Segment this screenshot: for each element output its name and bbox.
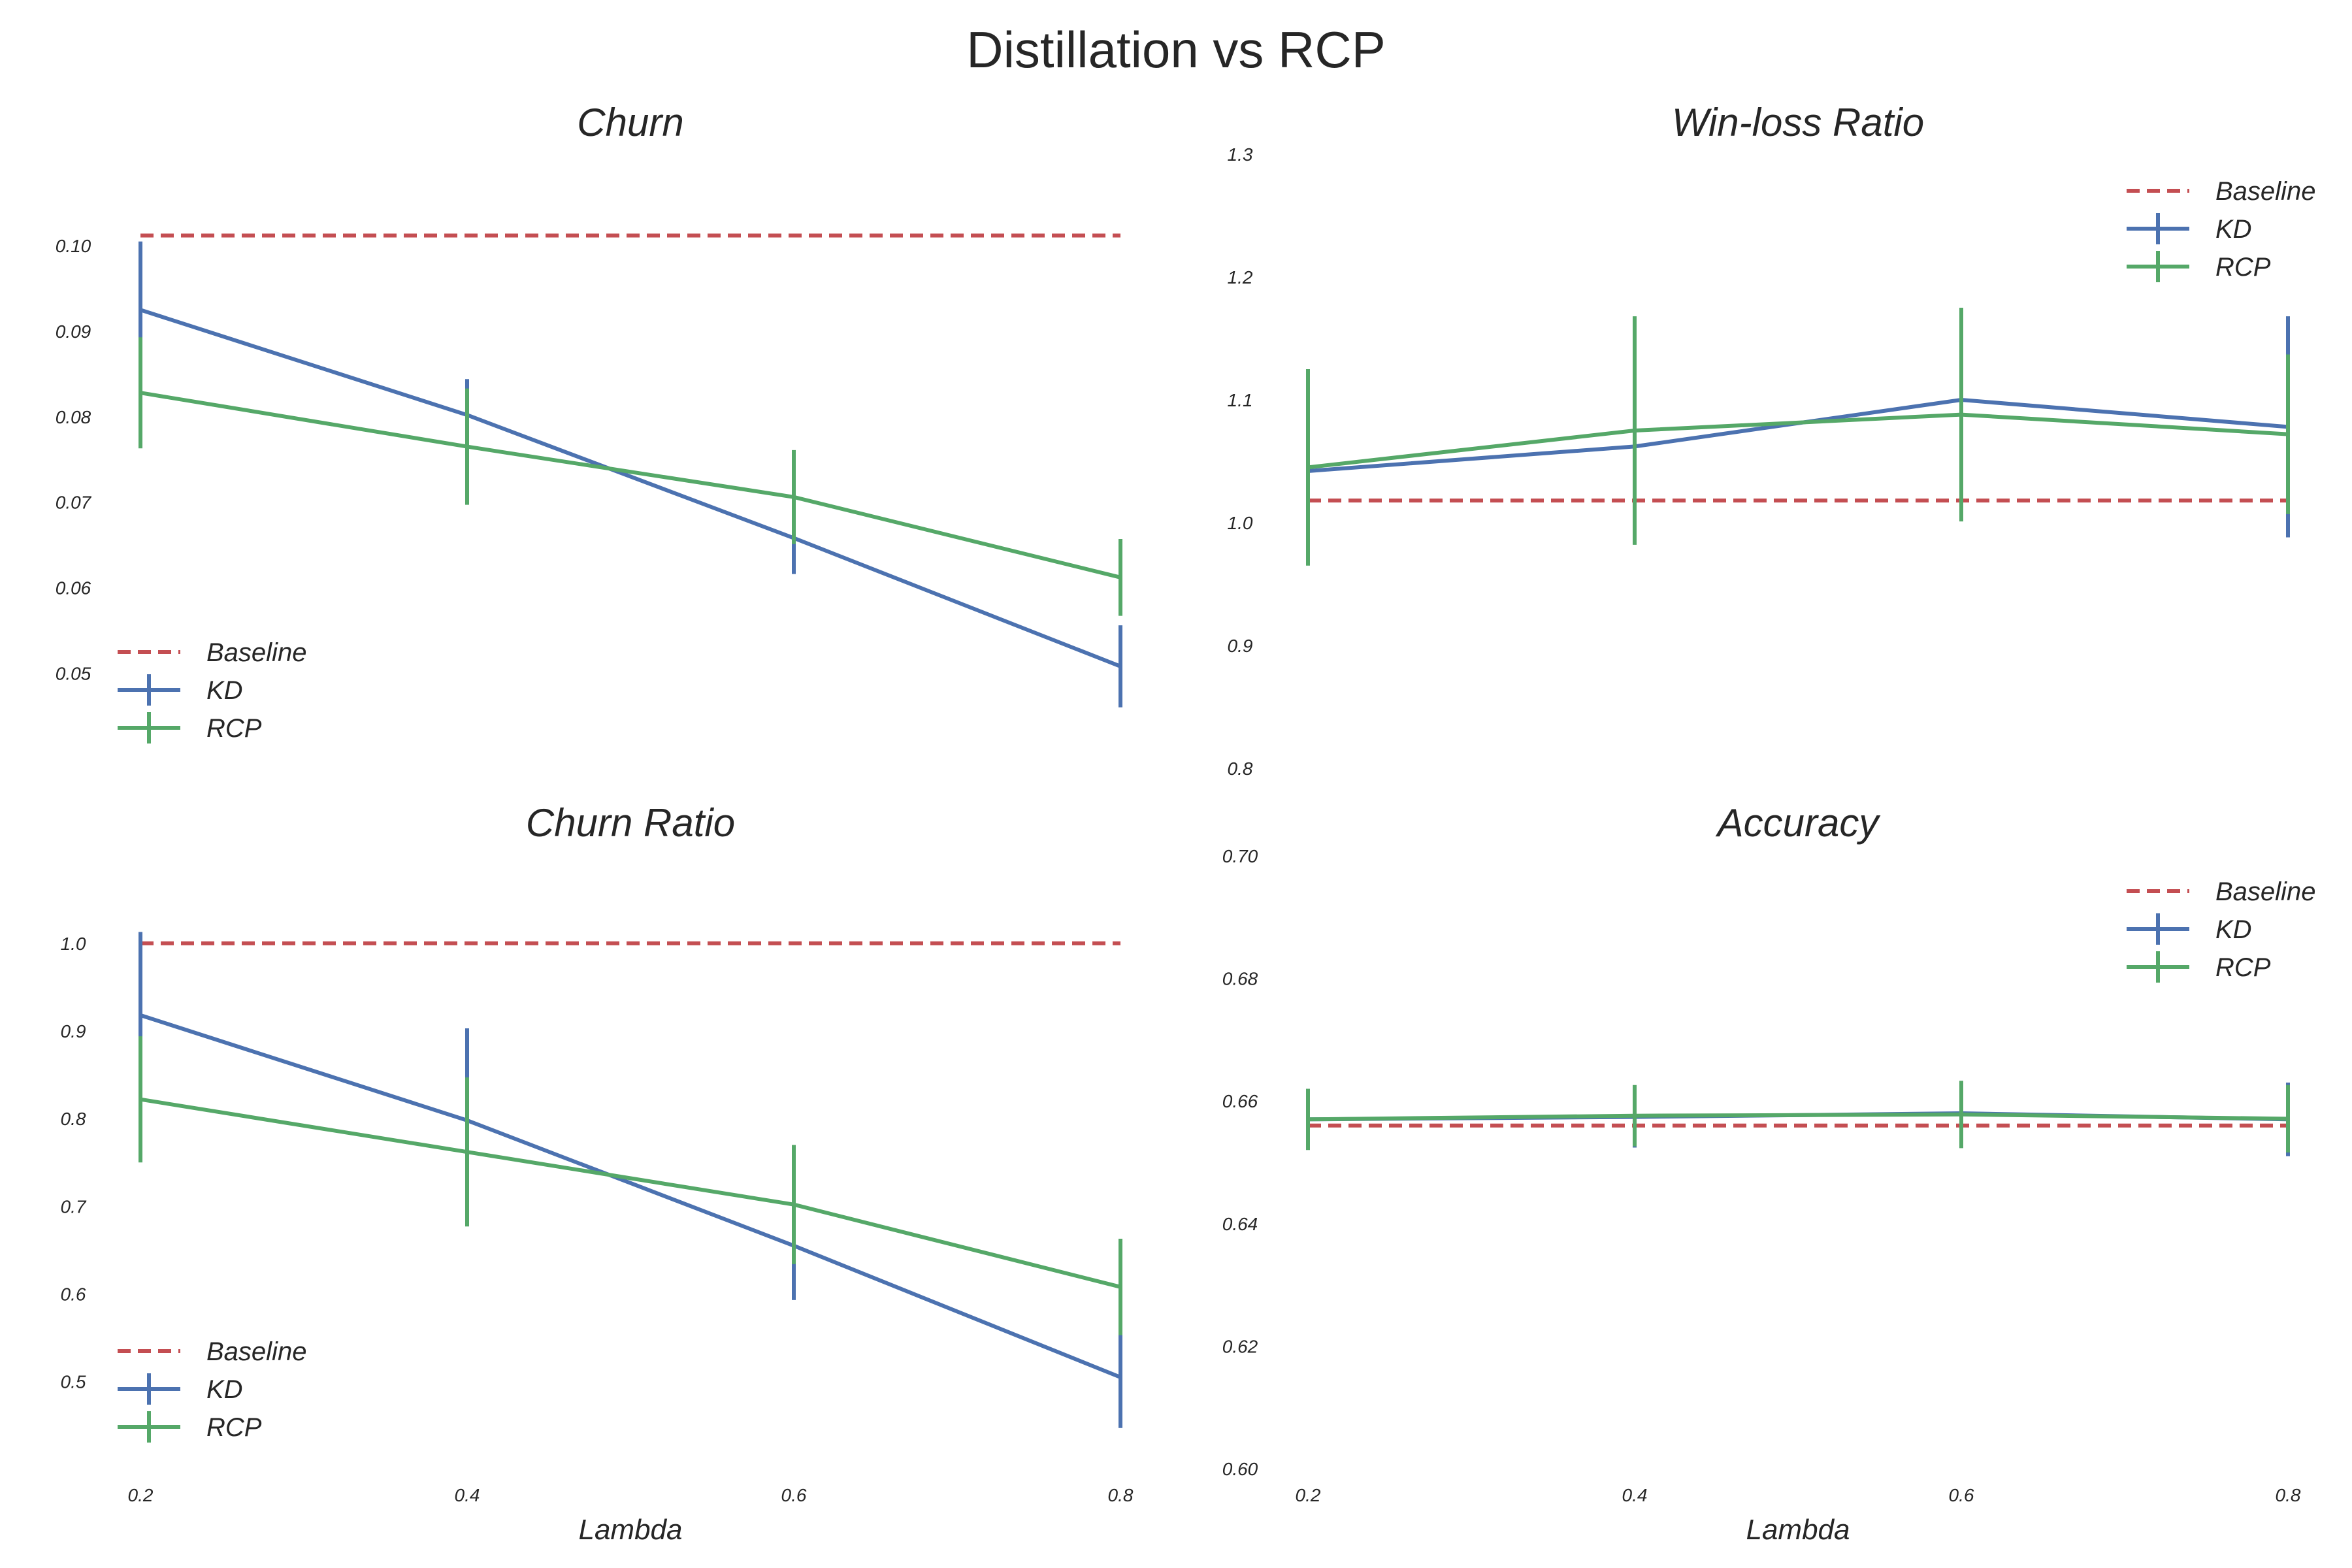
series-line-kd — [140, 1013, 1122, 1379]
y-tick-label: 0.10 — [56, 236, 91, 256]
legend-label: Baseline — [2215, 877, 2315, 906]
y-tick-label: 0.9 — [1228, 636, 1253, 656]
x-tick-label: 0.2 — [1296, 1485, 1321, 1505]
y-tick-label: 0.62 — [1222, 1336, 1258, 1356]
legend-label: Baseline — [206, 638, 306, 667]
x-tick-label: 0.2 — [128, 1485, 154, 1505]
y-tick-label: 1.2 — [1228, 267, 1253, 287]
y-tick-label: 0.8 — [61, 1109, 86, 1129]
legend: Baseline KD RCP — [2127, 877, 2315, 983]
legend: Baseline KD RCP — [118, 1337, 306, 1443]
legend: Baseline KD RCP — [2127, 177, 2315, 282]
legend-label: KD — [206, 676, 243, 705]
y-tick-label: 1.0 — [61, 934, 86, 954]
x-axis-label: Lambda — [1746, 1514, 1850, 1546]
panel-title: Churn Ratio — [526, 801, 735, 845]
legend-label: Baseline — [2215, 177, 2315, 206]
series-line-kd — [1307, 398, 2289, 473]
panel-accuracy: Accuracy 0.60 0.62 0.64 0.66 0.68 0.70 0.2 0.4 0.… — [1222, 801, 2316, 1546]
series-line-rcp — [1307, 1112, 2289, 1122]
figure-title: Distillation vs RCP — [966, 21, 1385, 78]
legend-label: RCP — [206, 714, 262, 743]
legend-label: RCP — [206, 1413, 262, 1442]
y-tick-label: 0.66 — [1222, 1091, 1258, 1111]
x-tick-label: 0.4 — [1622, 1485, 1648, 1505]
y-tick-label: 0.64 — [1222, 1214, 1258, 1234]
panel-title: Accuracy — [1716, 801, 1882, 845]
series-line-kd — [140, 308, 1122, 668]
y-tick-label: 0.8 — [1228, 759, 1253, 779]
y-tick-label: 0.70 — [1222, 846, 1258, 866]
y-tick-label: 0.60 — [1222, 1459, 1258, 1479]
panel-title: Win-loss Ratio — [1672, 101, 1924, 144]
legend-label: KD — [2215, 915, 2252, 944]
x-tick-label: 0.8 — [1108, 1485, 1134, 1505]
y-tick-label: 0.7 — [61, 1196, 87, 1217]
y-tick-label: 1.3 — [1228, 144, 1253, 165]
legend-label: KD — [206, 1375, 243, 1404]
panel-churn-ratio: Churn Ratio 0.5 0.6 0.7 0.8 0.9 1.0 0.2 0.4 0.6 0.… — [61, 801, 1134, 1546]
series-line-rcp — [140, 1097, 1121, 1289]
panel-win-loss-ratio: Win-loss Ratio 0.8 0.9 1.0 1.1 1.2 1.3 Baseline… — [1228, 101, 2316, 779]
y-tick-label: 0.06 — [56, 578, 91, 598]
y-tick-label: 1.1 — [1228, 390, 1253, 410]
legend-label: Baseline — [206, 1337, 306, 1366]
y-tick-label: 0.09 — [56, 321, 91, 342]
y-tick-label: 0.05 — [56, 663, 91, 683]
y-tick-label: 0.68 — [1222, 969, 1258, 989]
x-axis-label: Lambda — [578, 1514, 682, 1546]
panel-title: Churn — [577, 101, 683, 144]
legend-label: RCP — [2215, 253, 2271, 282]
y-tick-label: 0.07 — [56, 493, 92, 513]
y-tick-label: 0.5 — [61, 1372, 86, 1392]
x-tick-label: 0.6 — [781, 1485, 807, 1505]
legend-label: RCP — [2215, 953, 2271, 982]
series-line-rcp — [1307, 412, 2289, 470]
panel-churn: Churn 0.05 0.06 0.07 0.08 0.09 0.10 Baseline KD R… — [56, 101, 1122, 743]
y-tick-label: 1.0 — [1228, 513, 1253, 533]
legend-label: KD — [2215, 215, 2252, 244]
x-tick-label: 0.4 — [455, 1485, 480, 1505]
legend: Baseline KD RCP — [118, 638, 306, 743]
series-line-rcp — [140, 391, 1121, 580]
y-tick-label: 0.9 — [61, 1021, 86, 1041]
x-tick-label: 0.6 — [1949, 1485, 1974, 1505]
y-tick-label: 0.6 — [61, 1284, 86, 1305]
y-tick-label: 0.08 — [56, 407, 91, 427]
x-tick-label: 0.8 — [2276, 1485, 2301, 1505]
